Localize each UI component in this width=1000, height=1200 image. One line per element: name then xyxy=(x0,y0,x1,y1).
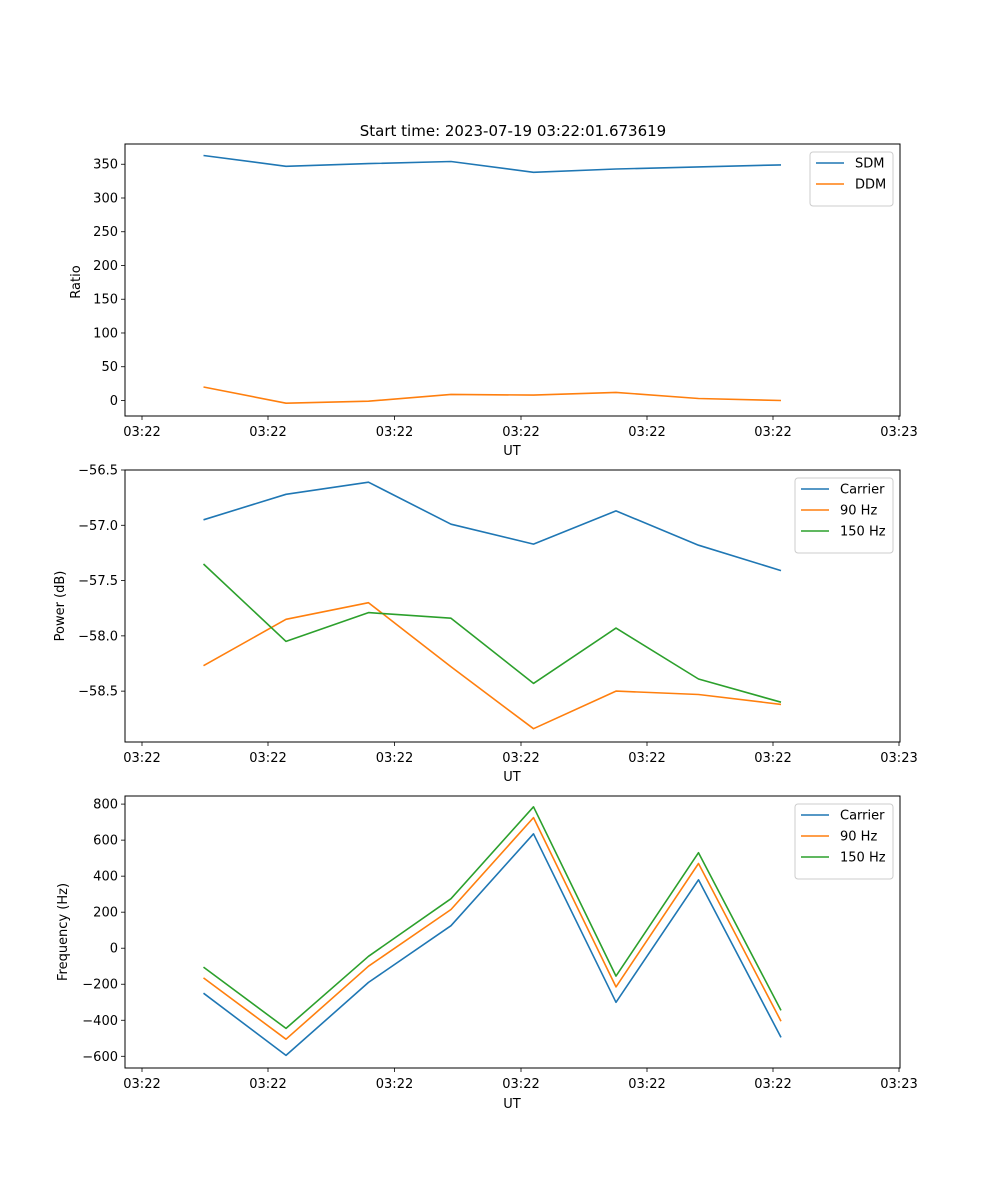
legend-label: 90 Hz xyxy=(840,830,877,845)
legend-box xyxy=(794,803,894,880)
frequency-panel: Frequency (Hz) UT −600 −400 −200 0 200 400 600… xyxy=(56,795,918,1112)
x-tick-label: 03:22 xyxy=(754,425,791,440)
x-tick-label: 03:22 xyxy=(376,1077,413,1092)
x-axis-label: UT xyxy=(503,444,521,459)
x-tick-label: 03:22 xyxy=(628,751,665,766)
x-axis-label: UT xyxy=(503,770,521,785)
series-line-150-hz xyxy=(202,563,782,703)
plot-frame xyxy=(124,143,901,417)
series-line-150-hz xyxy=(203,805,782,1030)
x-tick-label: 03:22 xyxy=(249,425,286,440)
frequency-x-ticks: 03:22 03:22 03:22 03:22 03:22 03:22 03:23 xyxy=(123,1068,918,1092)
series-line-carrier xyxy=(203,832,782,1057)
y-tick-label: −57.0 xyxy=(78,519,118,534)
y-tick-label: 400 xyxy=(93,870,118,885)
x-tick-label: 03:23 xyxy=(880,751,917,766)
y-tick-label: 350 xyxy=(93,158,118,173)
y-tick-label: −58.5 xyxy=(78,685,118,700)
ratio-legend: SDM DDM xyxy=(809,151,894,207)
series-line-90-hz xyxy=(203,601,782,730)
y-axis-label: Ratio xyxy=(69,265,84,298)
plot-frame xyxy=(124,795,901,1069)
x-tick-label: 03:22 xyxy=(628,1077,665,1092)
y-tick-label: −200 xyxy=(82,978,118,993)
x-tick-label: 03:22 xyxy=(754,1077,791,1092)
ratio-series-lines xyxy=(203,154,782,405)
x-tick-label: 03:22 xyxy=(376,425,413,440)
y-tick-label: 0 xyxy=(110,942,118,957)
y-tick-label: −600 xyxy=(82,1050,118,1065)
legend-label: 150 Hz xyxy=(840,525,886,540)
x-tick-label: 03:23 xyxy=(880,425,917,440)
frequency-y-ticks: −600 −400 −200 0 200 400 600 800 xyxy=(82,798,125,1065)
x-axis-label: UT xyxy=(503,1097,521,1112)
frequency-legend: Carrier 90 Hz 150 Hz xyxy=(794,803,894,880)
power-panel: Power (dB) UT −58.5−58.0−57.5−57.0−56.5 … xyxy=(53,464,918,786)
power-x-ticks: 03:22 03:22 03:22 03:22 03:22 03:22 03:23 xyxy=(123,742,918,766)
plot-frame xyxy=(124,469,901,743)
power-y-ticks: −58.5 −58.0 −57.5 −57.0 −56.5 xyxy=(78,464,125,700)
y-tick-label: 100 xyxy=(93,326,118,341)
y-tick-label: 300 xyxy=(93,191,118,206)
y-axis-label: Power (dB) xyxy=(53,571,68,642)
legend-label: Carrier xyxy=(840,809,885,824)
legend-box xyxy=(809,151,894,207)
x-tick-label: 03:22 xyxy=(502,1077,539,1092)
y-tick-label: 50 xyxy=(101,360,118,375)
chart-title: Start time: 2023-07-19 03:22:01.673619 xyxy=(360,122,666,140)
series-line-ddm xyxy=(203,386,782,405)
legend-label: 90 Hz xyxy=(840,504,877,519)
y-tick-label: 0 xyxy=(110,394,118,409)
ratio-x-ticks: 03:22 03:22 03:22 03:22 03:22 03:22 03:23 xyxy=(123,416,918,440)
y-tick-label: −58.0 xyxy=(78,629,118,644)
y-tick-label: 200 xyxy=(93,906,118,921)
series-line-sdm xyxy=(203,154,782,174)
y-axis-label: Frequency (Hz) xyxy=(56,883,71,981)
x-tick-label: 03:22 xyxy=(502,425,539,440)
power-legend: Carrier 90 Hz 150 Hz xyxy=(794,477,894,554)
y-tick-label: −56.5 xyxy=(78,464,118,479)
x-tick-label: 03:22 xyxy=(249,1077,286,1092)
y-tick-label: 800 xyxy=(93,798,118,813)
power-series-lines xyxy=(202,481,782,730)
ratio-y-ticks: 0 50 100 150 200 250 300 350 xyxy=(93,158,125,409)
y-tick-label: −400 xyxy=(82,1014,118,1029)
legend-label: SDM xyxy=(855,157,884,172)
y-tick-label: 200 xyxy=(93,259,118,274)
x-tick-label: 03:22 xyxy=(502,751,539,766)
x-tick-label: 03:22 xyxy=(123,425,160,440)
x-tick-label: 03:22 xyxy=(123,751,160,766)
y-tick-label: 150 xyxy=(93,293,118,308)
y-tick-label: 600 xyxy=(93,834,118,849)
x-tick-label: 03:22 xyxy=(628,425,665,440)
x-tick-label: 03:22 xyxy=(123,1077,160,1092)
legend-label: Carrier xyxy=(840,483,885,498)
x-tick-label: 03:22 xyxy=(376,751,413,766)
y-tick-label: −57.5 xyxy=(78,574,118,589)
legend-label: DDM xyxy=(855,178,886,193)
legend-box xyxy=(794,477,894,554)
x-tick-label: 03:22 xyxy=(249,751,286,766)
series-line-90-hz xyxy=(203,816,782,1040)
frequency-series-lines xyxy=(203,805,782,1057)
y-tick-label: 250 xyxy=(93,225,118,240)
x-tick-label: 03:22 xyxy=(754,751,791,766)
legend-label: 150 Hz xyxy=(840,851,886,866)
x-tick-label: 03:23 xyxy=(880,1077,917,1092)
ratio-panel: Start time: 2023-07-19 03:22:01.673619 R… xyxy=(69,122,918,459)
series-line-carrier xyxy=(203,481,782,572)
